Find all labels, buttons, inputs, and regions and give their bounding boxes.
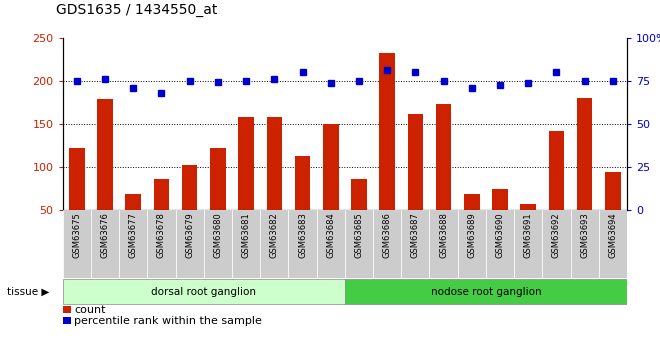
Text: GSM63679: GSM63679 [185,213,194,258]
Bar [345,210,373,278]
Bar [570,210,599,278]
Text: GSM63693: GSM63693 [580,213,589,258]
Bar [154,179,169,210]
Bar [345,279,627,304]
Text: GSM63682: GSM63682 [270,213,279,258]
Text: nodose root ganglion: nodose root ganglion [430,287,541,296]
Bar [379,53,395,210]
Bar [69,148,84,210]
Bar [232,210,260,278]
Text: GSM63694: GSM63694 [609,213,617,258]
Bar [577,98,593,210]
Text: GSM63678: GSM63678 [157,213,166,258]
Bar [63,210,91,278]
Text: GSM63676: GSM63676 [100,213,110,258]
Bar [351,179,367,210]
Bar [63,279,345,304]
Bar [514,210,543,278]
Bar [436,104,451,210]
Text: GSM63691: GSM63691 [524,213,533,258]
Text: GDS1635 / 1434550_at: GDS1635 / 1434550_at [56,3,218,17]
Bar [204,210,232,278]
Bar [408,114,423,210]
Bar [288,210,317,278]
Text: GSM63688: GSM63688 [439,213,448,258]
Bar [521,204,536,210]
Bar [458,210,486,278]
Bar [147,210,176,278]
Bar [119,210,147,278]
Text: count: count [74,305,106,315]
Text: GSM63677: GSM63677 [129,213,138,258]
Text: GSM63686: GSM63686 [383,213,391,258]
Text: GSM63675: GSM63675 [73,213,81,258]
Bar [91,210,119,278]
Text: GSM63683: GSM63683 [298,213,307,258]
Bar [176,210,204,278]
Bar [401,210,430,278]
Bar [238,117,254,210]
Bar [430,210,458,278]
Bar [125,194,141,210]
Text: GSM63687: GSM63687 [411,213,420,258]
Text: GSM63681: GSM63681 [242,213,251,258]
Text: GSM63689: GSM63689 [467,213,477,258]
Text: GSM63680: GSM63680 [213,213,222,258]
Bar [605,171,620,210]
Text: GSM63684: GSM63684 [326,213,335,258]
Bar [260,210,288,278]
Text: GSM63685: GSM63685 [354,213,364,258]
Bar [548,131,564,210]
Text: tissue ▶: tissue ▶ [7,287,49,296]
Bar [373,210,401,278]
Text: GSM63690: GSM63690 [496,213,504,258]
Bar [317,210,345,278]
Bar [464,194,480,210]
Text: dorsal root ganglion: dorsal root ganglion [151,287,256,296]
Text: GSM63692: GSM63692 [552,213,561,258]
Bar [486,210,514,278]
Text: percentile rank within the sample: percentile rank within the sample [74,316,262,326]
Bar [210,148,226,210]
Bar [182,165,197,210]
Bar [599,210,627,278]
Bar [295,156,310,210]
Bar [543,210,570,278]
Bar [492,189,508,210]
Bar [97,99,113,210]
Bar [323,124,339,210]
Bar [267,117,282,210]
